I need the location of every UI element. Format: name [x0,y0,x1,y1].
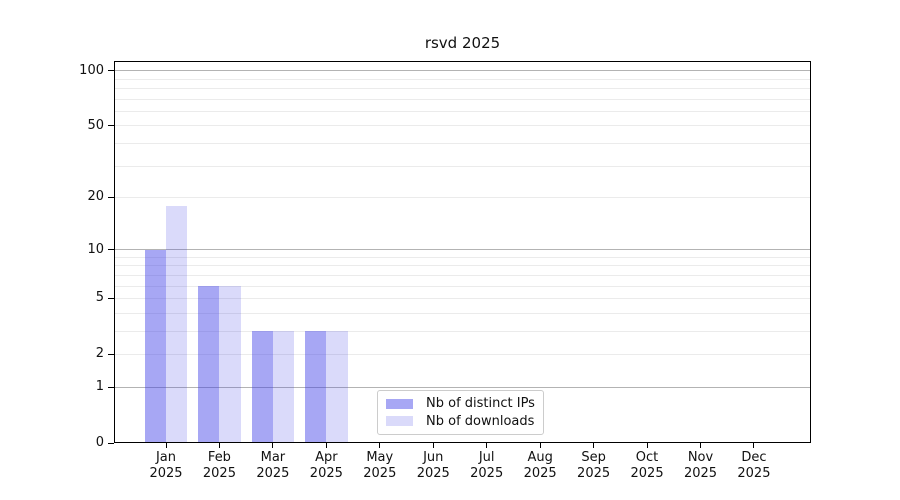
x-tick-label: Aug 2025 [523,450,557,481]
y-tick-label: 10 [87,241,104,257]
y-tick-mark [108,196,114,198]
gridline-major [114,70,811,72]
y-tick-label: 0 [95,435,104,450]
y-tick-label: 2 [95,346,104,362]
x-tick-mark [539,443,541,448]
legend-label-distinct-ips: Nb of distinct IPs [426,396,535,412]
y-tick-label: 100 [79,62,104,78]
y-tick-label: 1 [95,379,104,395]
x-tick-label: Dec 2025 [737,450,771,481]
y-tick-mark [108,125,114,127]
gridline-minor [114,142,811,144]
x-tick-label: Apr 2025 [309,450,343,481]
legend-item-distinct-ips: Nb of distinct IPs [386,395,535,413]
y-tick-mark [108,70,114,72]
x-tick-label: Jan 2025 [149,450,183,481]
gridline-minor [114,274,811,276]
gridline-minor [114,285,811,287]
x-tick-mark [700,443,701,448]
gridline-minor [114,196,811,198]
x-tick-mark [165,443,167,448]
legend: Nb of distinct IPs Nb of downloads [377,390,544,435]
bar-distinct-ips [251,331,273,443]
gridline-minor [114,110,811,112]
gridline-minor [114,353,811,355]
y-tick-mark [108,442,114,444]
bar-downloads [326,331,348,443]
x-tick-mark [486,443,488,448]
x-tick-label: Feb 2025 [202,450,236,481]
x-tick-mark [753,443,755,448]
x-tick-label: Nov 2025 [683,450,718,481]
x-tick-mark [593,443,595,448]
plot-area [114,61,811,443]
y-tick-mark [108,249,114,251]
legend-item-downloads: Nb of downloads [386,413,535,431]
y-tick-label: 5 [95,290,104,306]
gridline-minor [114,265,811,267]
x-tick-label: Jul 2025 [470,450,504,481]
x-tick-mark [325,443,327,448]
bar-downloads [219,286,241,443]
x-tick-label: May 2025 [363,450,397,481]
x-tick-mark [646,443,648,448]
gridline-minor [114,125,811,127]
x-tick-mark [379,443,381,448]
bar-downloads [272,331,295,443]
bar-distinct-ips [144,249,166,443]
gridline-minor [114,78,811,80]
gridline-minor [114,297,811,299]
gridline-major [114,249,811,251]
x-tick-mark [272,443,274,448]
gridline-minor [114,165,811,167]
gridline-minor [114,330,811,332]
legend-label-downloads: Nb of downloads [426,413,535,429]
x-tick-label: Jun 2025 [416,450,450,481]
bar-distinct-ips [198,286,220,443]
x-tick-label: Oct 2025 [630,450,664,481]
x-tick-label: Sep 2025 [577,450,611,481]
y-tick-label: 20 [87,189,104,205]
legend-swatch-downloads-icon [386,416,413,427]
bar-downloads [166,205,188,443]
bar-distinct-ips [304,331,327,443]
gridline-minor [114,98,811,100]
legend-swatch-distinct-ips-icon [386,398,413,409]
chart-title: rsvd 2025 [424,34,501,52]
x-tick-mark [218,443,220,448]
x-tick-label: Mar 2025 [256,450,290,481]
gridline-minor [114,312,811,314]
x-tick-mark [432,443,434,448]
y-tick-mark [108,353,114,355]
y-tick-mark [108,386,114,388]
gridline-minor [114,88,811,90]
gridline-major [114,386,811,388]
gridline-minor [114,256,811,258]
y-tick-label: 50 [87,117,104,133]
y-tick-mark [108,297,114,299]
